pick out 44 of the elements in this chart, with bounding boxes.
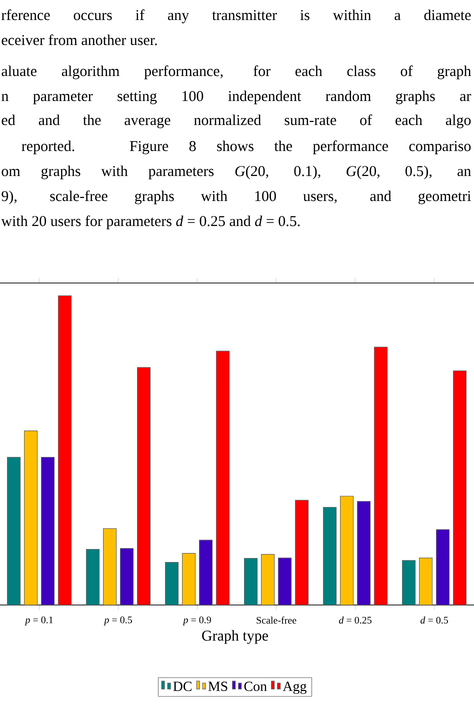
bar — [199, 540, 213, 605]
bar — [261, 554, 275, 605]
bar — [86, 549, 100, 605]
x-tick-label: p = 0.9 — [182, 616, 211, 626]
x-tick-label: d = 0.25 — [339, 616, 372, 624]
x-tick-label: p = 0.1 — [24, 616, 53, 626]
x-axis-title: Graph type — [202, 630, 268, 644]
legend-label: DC — [173, 682, 192, 692]
text: rference occurs if any transmitter is within a diamete — [2, 9, 471, 24]
bar — [453, 370, 467, 605]
text: 9), scale-free graphs with 100 users, and geometri — [2, 190, 471, 204]
text: n parameter setting 100 independent random graphs ar — [2, 90, 472, 104]
bar — [323, 506, 337, 605]
bar — [278, 558, 292, 605]
text: reported. Figure 8 shows the performance compariso — [22, 140, 471, 154]
bar — [436, 529, 450, 605]
bar — [165, 562, 179, 605]
x-tick-label: Scale-free — [256, 616, 296, 624]
text: with 20 users for parameters d = 0.25 and d = 0.5. — [1, 215, 300, 230]
bar — [419, 558, 433, 605]
bar — [41, 456, 55, 605]
bar — [137, 367, 151, 605]
bar — [182, 553, 196, 605]
text: ed and the average normalized sum-rate of each algo — [2, 114, 471, 128]
x-tick-label: p = 0.5 — [104, 616, 132, 626]
legend-label: Agg — [282, 682, 306, 694]
x-tick-label: d = 0.5 — [420, 616, 448, 624]
legend-label: MS — [208, 682, 228, 692]
text: om graphs with parameters G(20, 0.1), G(20, 0.5), an — [2, 166, 471, 180]
bar — [24, 430, 38, 605]
bar — [357, 501, 371, 605]
text: eceiver from another user. — [2, 34, 157, 46]
bar — [216, 350, 230, 605]
text: aluate algorithm performance, for each class of graph — [2, 65, 472, 80]
bar — [295, 500, 309, 605]
bar — [120, 548, 134, 605]
bar — [103, 528, 117, 605]
bar — [402, 560, 416, 605]
bar — [7, 456, 21, 605]
bar — [340, 496, 354, 605]
legend-label: Con — [244, 682, 267, 692]
bar — [374, 346, 388, 605]
bar — [244, 558, 258, 605]
bar — [58, 295, 72, 605]
